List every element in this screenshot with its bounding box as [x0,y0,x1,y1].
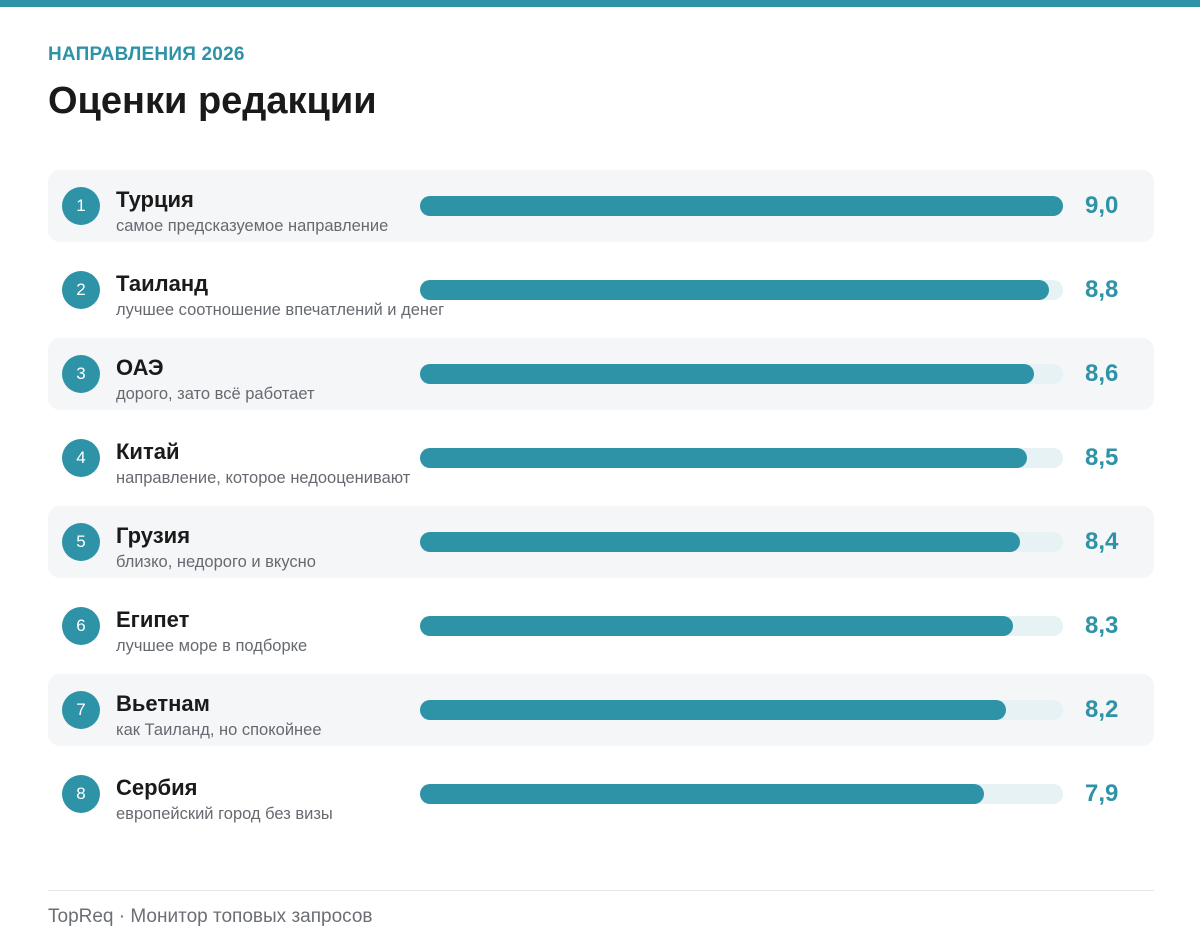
country-note: направление, которое недооценивают [116,469,411,487]
footer-brand: TopReq [48,906,114,927]
score-bar [420,532,1020,552]
score-value: 8,5 [1085,444,1119,471]
rank-badge: 2 [62,271,100,309]
rank-badge: 5 [62,523,100,561]
ratings-chart: 1 Турция самое предсказуемое направление 9,… [48,170,1154,842]
footer-divider [48,890,1154,891]
country-name: ОАЭ [116,355,164,380]
country-name: Египет [116,607,190,632]
page-title: Оценки редакции [48,80,377,122]
score-value: 8,3 [1085,612,1119,639]
country-note: как Таиланд, но спокойнее [116,721,322,739]
top-accent-bar [0,0,1200,7]
country-note: лучшее соотношение впечатлений и денег [116,301,445,319]
rank-badge: 4 [62,439,100,477]
section-kicker: НАПРАВЛЕНИЯ 2026 [48,44,245,65]
score-bar [420,280,1049,300]
rank-badge: 1 [62,187,100,225]
chart-row: 5 Грузия близко, недорого и вкусно 8,4 [48,506,1154,578]
bar-track [420,532,1063,552]
rank-badge: 8 [62,775,100,813]
score-value: 9,0 [1085,192,1119,219]
score-value: 8,8 [1085,276,1119,303]
bar-track [420,196,1063,216]
chart-row: 2 Таиланд лучшее соотношение впечатлений и… [48,254,1154,326]
footer: TopReq · Монитор топовых запросов [48,906,373,928]
chart-row: 6 Египет лучшее море в подборке 8,3 [48,590,1154,662]
score-value: 7,9 [1085,780,1119,807]
score-bar [420,700,1006,720]
rank-badge: 6 [62,607,100,645]
score-bar [420,616,1013,636]
chart-row: 1 Турция самое предсказуемое направление 9,… [48,170,1154,242]
country-name: Вьетнам [116,691,210,716]
bar-track [420,700,1063,720]
country-name: Грузия [116,523,191,548]
score-bar [420,448,1027,468]
bar-track [420,784,1063,804]
rank-badge: 7 [62,691,100,729]
bar-track [420,280,1063,300]
footer-tagline: Монитор топовых запросов [130,906,373,927]
bar-track [420,448,1063,468]
rank-badge: 3 [62,355,100,393]
chart-row: 7 Вьетнам как Таиланд, но спокойнее 8,2 [48,674,1154,746]
country-note: лучшее море в подборке [116,637,308,655]
country-name: Китай [116,439,180,464]
country-note: близко, недорого и вкусно [116,553,316,571]
country-note: дорого, зато всё работает [116,385,315,403]
country-name: Таиланд [116,271,209,296]
chart-row: 3 ОАЭ дорого, зато всё работает 8,6 [48,338,1154,410]
bar-track [420,364,1063,384]
chart-row: 4 Китай направление, которое недооценивают… [48,422,1154,494]
chart-row: 8 Сербия европейский город без визы 7,9 [48,758,1154,830]
country-name: Турция [116,187,194,212]
score-bar [420,364,1034,384]
country-note: европейский город без визы [116,805,333,823]
country-note: самое предсказуемое направление [116,217,389,235]
footer-separator: · [118,906,126,927]
score-value: 8,6 [1085,360,1119,387]
score-bar [420,784,984,804]
score-value: 8,4 [1085,528,1119,555]
score-value: 8,2 [1085,696,1119,723]
country-name: Сербия [116,775,198,800]
score-bar [420,196,1063,216]
bar-track [420,616,1063,636]
